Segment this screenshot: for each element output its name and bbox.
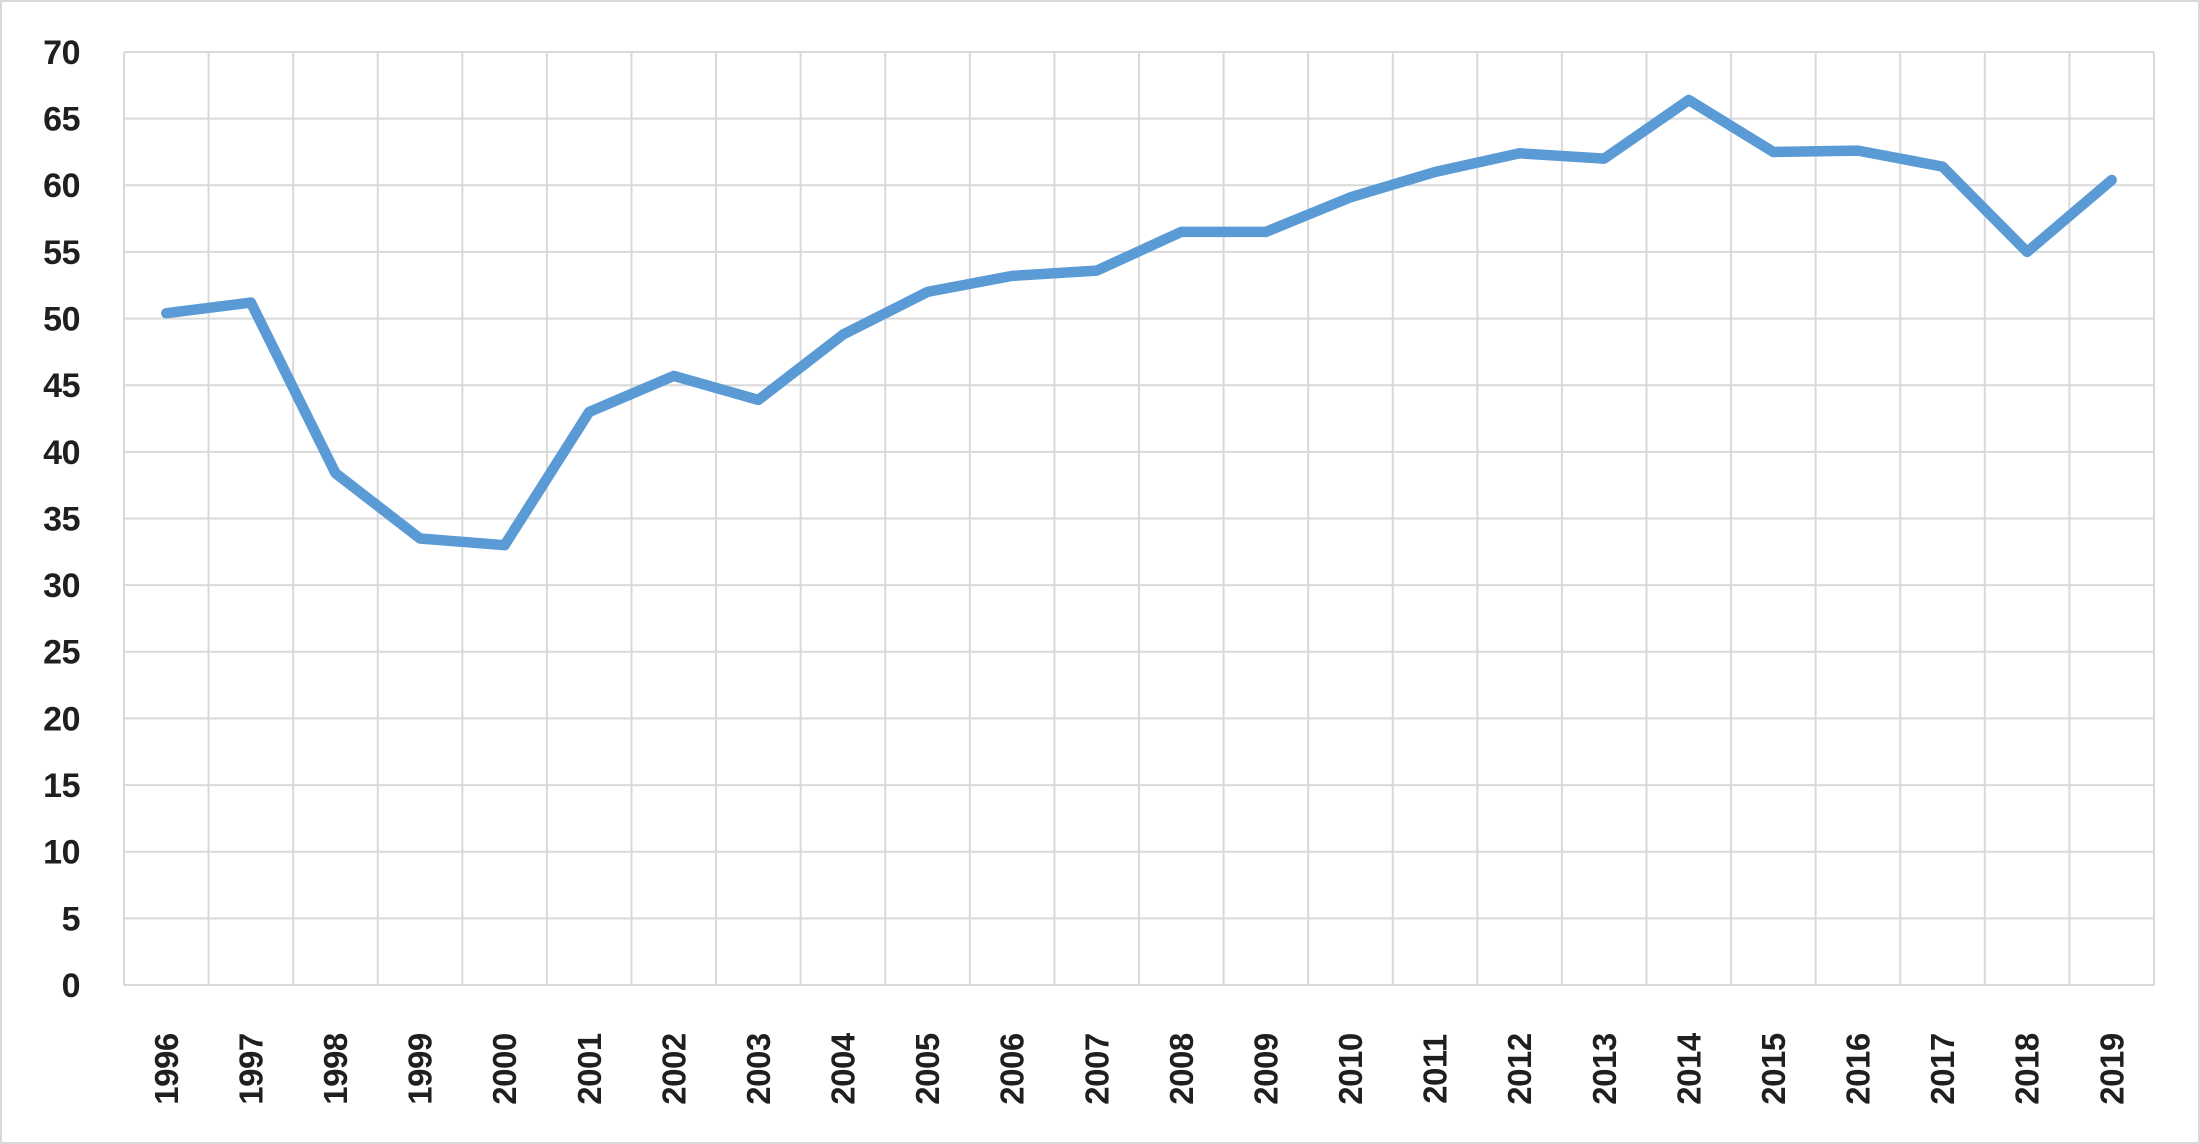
y-axis-tick-labels: 0 5 10 15 20 25 30 35 40 45 50 55 60 65 70	[43, 34, 80, 1005]
y-tick-label: 45	[43, 367, 80, 405]
chart-gridlines	[123, 51, 2155, 986]
y-tick-label: 30	[43, 567, 80, 605]
y-tick-label: 15	[43, 767, 80, 805]
x-tick-label: 2003	[740, 1033, 777, 1105]
x-tick-label: 2006	[994, 1033, 1031, 1105]
x-tick-label: 2002	[655, 1033, 692, 1105]
y-tick-label: 35	[43, 500, 80, 538]
y-tick-label: 50	[43, 300, 80, 338]
y-tick-label: 70	[43, 34, 80, 72]
x-tick-label: 2018	[2009, 1033, 2046, 1105]
y-tick-label: 40	[43, 434, 80, 472]
y-tick-label: 60	[43, 167, 80, 205]
x-tick-label: 2012	[1501, 1033, 1538, 1105]
x-tick-label: 2016	[1840, 1033, 1877, 1105]
x-tick-label: 2007	[1078, 1033, 1115, 1104]
x-tick-label: 2013	[1586, 1033, 1623, 1105]
x-tick-label: 2014	[1670, 1032, 1707, 1105]
x-tick-label: 2019	[2093, 1033, 2130, 1105]
y-tick-label: 5	[62, 900, 80, 938]
x-tick-label: 2017	[1924, 1033, 1961, 1104]
x-tick-label: 2011	[1417, 1034, 1454, 1104]
x-tick-label: 1997	[232, 1033, 269, 1104]
x-tick-label: 2000	[486, 1033, 523, 1104]
chart-series	[161, 94, 2117, 551]
x-tick-label: 2009	[1247, 1033, 1284, 1105]
series-line	[161, 94, 2117, 551]
x-tick-label: 1999	[402, 1033, 439, 1105]
x-tick-label: 2004	[825, 1032, 862, 1105]
x-tick-label: 1996	[148, 1033, 185, 1105]
y-tick-label: 20	[43, 700, 80, 738]
x-tick-label: 2015	[1755, 1033, 1792, 1105]
x-tick-label: 2008	[1163, 1033, 1200, 1105]
x-axis-tick-labels: 1996 1997 1998 1999 2000 2001 2002 2003 2004 2005…	[148, 1032, 2130, 1105]
x-tick-label: 2010	[1332, 1033, 1369, 1104]
x-tick-label: 2001	[571, 1033, 608, 1105]
x-tick-label: 2005	[909, 1033, 946, 1105]
x-tick-label: 1998	[317, 1033, 354, 1105]
y-tick-label: 55	[43, 234, 80, 272]
y-tick-label: 65	[43, 101, 80, 139]
y-tick-label: 10	[43, 834, 80, 872]
y-tick-label: 0	[62, 967, 80, 1005]
y-tick-label: 25	[43, 634, 80, 672]
